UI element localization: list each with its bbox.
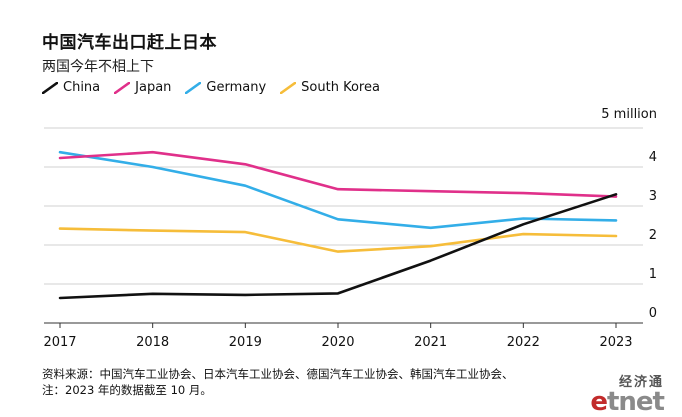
note-line: 注：2023 年的数据截至 10 月。 <box>42 383 212 397</box>
x-tick-label-2018: 2018 <box>136 335 169 350</box>
line-chart: 0 1 2 3 4 5 million 2017 2018 2019 2020 2021 2022 20… <box>43 107 657 350</box>
source-note: 资料来源：中国汽车工业协会、日本汽车工业协会、德国汽车工业协会、韩国汽车工业协会… <box>42 366 622 398</box>
x-tick-label-2020: 2020 <box>321 335 354 350</box>
x-tick-label-2023: 2023 <box>599 335 632 350</box>
series-line-germany <box>58 150 618 230</box>
y-tick-label-0: 0 <box>649 306 657 321</box>
y-tick-label-1: 1 <box>649 267 657 282</box>
chart-legend: China Japan Germany South Korea <box>42 80 394 95</box>
legend-label-south-korea: South Korea <box>301 80 380 95</box>
y-tick-label-2: 2 <box>649 228 657 243</box>
legend-item-south-korea: South Korea <box>280 80 380 95</box>
logo-english-text: etnet <box>590 387 665 417</box>
x-tick-label-2017: 2017 <box>43 335 76 350</box>
y-tick-label-3: 3 <box>649 189 657 204</box>
y-unit-label: 5 million <box>601 107 657 122</box>
x-tick-label-2022: 2022 <box>507 335 540 350</box>
legend-item-japan: Japan <box>114 80 171 95</box>
legend-item-germany: Germany <box>185 80 266 95</box>
etnet-logo: 经济通 etnet <box>572 371 665 417</box>
y-tick-label-4: 4 <box>649 150 657 165</box>
legend-label-germany: Germany <box>206 80 267 95</box>
legend-label-japan: Japan <box>135 80 172 95</box>
source-line: 资料来源：中国汽车工业协会、日本汽车工业协会、德国汽车工业协会、韩国汽车工业协会… <box>42 367 514 381</box>
legend-item-china: China <box>42 80 100 95</box>
x-tick-label-2021: 2021 <box>414 335 447 350</box>
x-tick-label-2019: 2019 <box>229 335 262 350</box>
series-line-china <box>58 193 618 300</box>
logo-chinese-text: 经济通 <box>618 375 664 390</box>
chart-subtitle: 两国今年不相上下 <box>42 59 154 75</box>
legend-label-china: China <box>63 80 101 95</box>
series-line-japan <box>58 150 618 198</box>
series-line-south-korea <box>58 227 618 253</box>
chart-title: 中国汽车出口赶上日本 <box>42 33 217 53</box>
